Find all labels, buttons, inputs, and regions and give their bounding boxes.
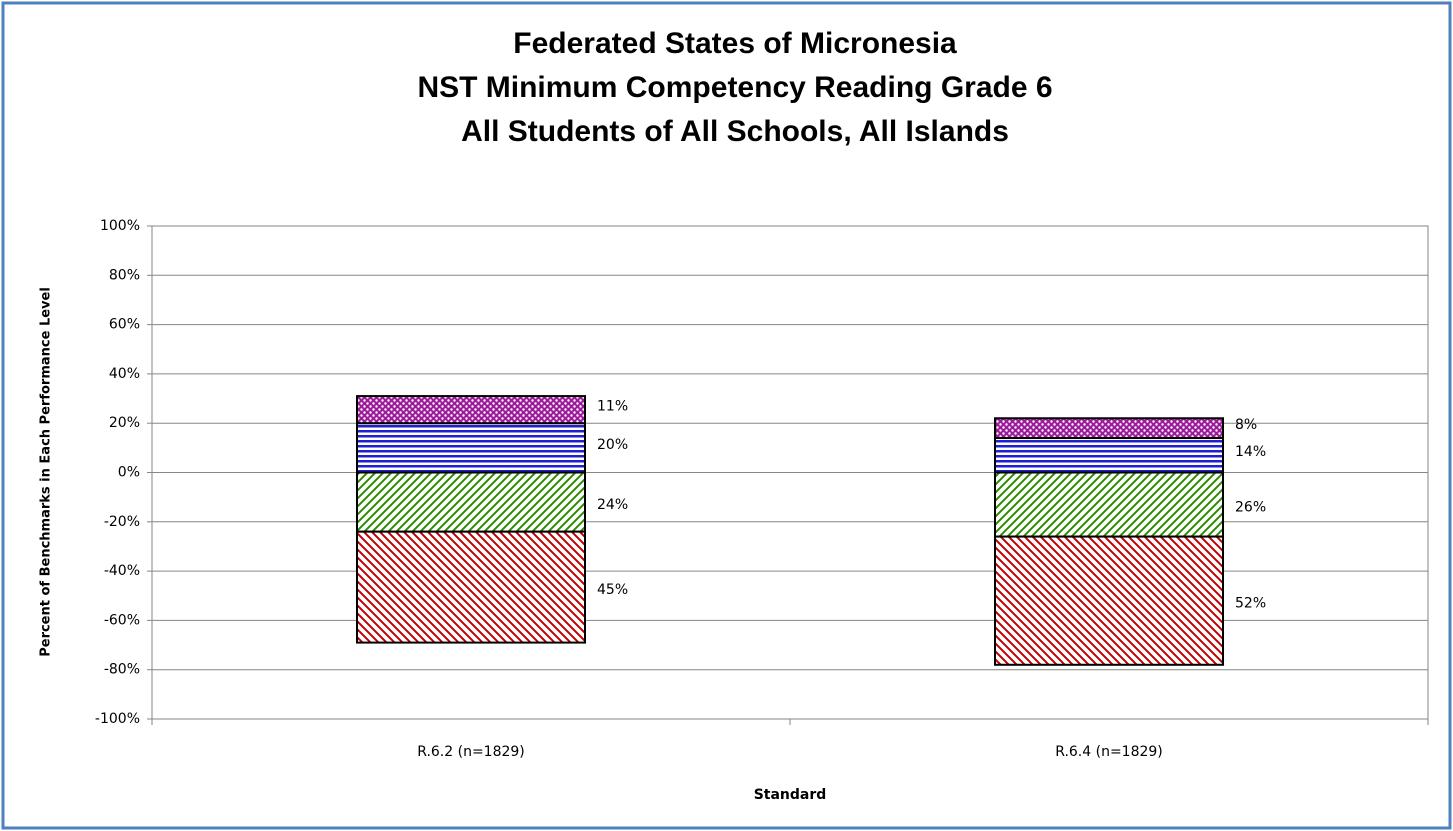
y-axis-title: Percent of Benchmarks in Each Performanc… [39, 287, 54, 657]
data-label: 52% [1235, 596, 1266, 612]
y-tick-label: 0% [118, 465, 140, 481]
y-tick-label: -100% [95, 711, 140, 727]
bar-segment [356, 422, 586, 474]
y-tick-label: 60% [109, 317, 140, 333]
data-label: 20% [597, 437, 628, 453]
y-tick-label: 80% [109, 267, 140, 283]
chart-title: NST Minimum Competency Reading Grade 6 [417, 71, 1052, 104]
bar-segment [994, 417, 1224, 439]
x-axis-title: Standard [754, 787, 827, 803]
data-label: 14% [1235, 444, 1266, 460]
y-tick-label: 40% [109, 366, 140, 382]
x-tick-label: R.6.2 (n=1829) [417, 744, 525, 760]
x-tick-label: R.6.4 (n=1829) [1055, 744, 1163, 760]
data-label: 8% [1235, 417, 1257, 433]
chart-title: All Students of All Schools, All Islands [461, 115, 1009, 148]
bar-segment [356, 530, 586, 644]
data-label: 24% [597, 497, 628, 513]
y-tick-label: -60% [104, 612, 140, 628]
bar-segment [994, 436, 1224, 474]
y-tick-label: 20% [109, 415, 140, 431]
bar-segment [994, 535, 1224, 666]
data-label: 26% [1235, 500, 1266, 516]
data-label: 11% [597, 399, 628, 415]
y-tick-label: -20% [104, 514, 140, 530]
bar-segment [356, 395, 586, 425]
y-tick-label: 100% [100, 218, 140, 234]
bar-segment [356, 471, 586, 533]
bar-segment [994, 471, 1224, 538]
y-tick-label: -40% [104, 563, 140, 579]
data-label: 45% [597, 582, 628, 598]
y-tick-label: -80% [104, 662, 140, 678]
chart-title: Federated States of Micronesia [513, 27, 957, 60]
